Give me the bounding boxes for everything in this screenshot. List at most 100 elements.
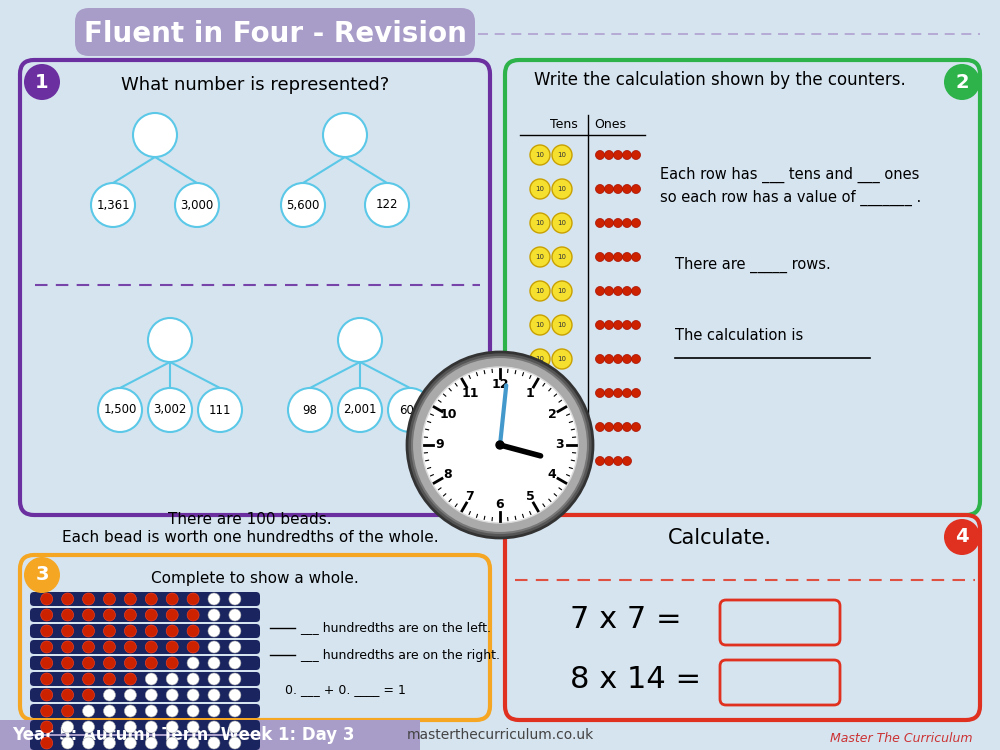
Text: 98: 98 <box>303 404 317 416</box>
Circle shape <box>632 320 640 329</box>
Text: 10: 10 <box>558 254 566 260</box>
Circle shape <box>622 422 632 431</box>
Circle shape <box>145 737 157 749</box>
Circle shape <box>412 357 588 533</box>
Circle shape <box>530 349 550 369</box>
Circle shape <box>604 388 614 398</box>
Circle shape <box>62 593 74 605</box>
Circle shape <box>944 519 980 555</box>
Circle shape <box>145 593 157 605</box>
Text: 10: 10 <box>558 288 566 294</box>
FancyBboxPatch shape <box>20 60 490 515</box>
Circle shape <box>62 657 74 669</box>
Circle shape <box>187 657 199 669</box>
Text: Each row has ___ tens and ___ ones: Each row has ___ tens and ___ ones <box>660 167 919 183</box>
Circle shape <box>175 183 219 227</box>
Text: 10: 10 <box>558 220 566 226</box>
Text: The calculation is: The calculation is <box>675 328 803 343</box>
Text: 3,002: 3,002 <box>153 404 187 416</box>
Text: 5,600: 5,600 <box>286 199 320 211</box>
Circle shape <box>614 388 622 398</box>
Circle shape <box>166 593 178 605</box>
Circle shape <box>145 609 157 621</box>
Circle shape <box>622 218 632 227</box>
Circle shape <box>614 184 622 194</box>
Circle shape <box>166 641 178 653</box>
Circle shape <box>288 388 332 432</box>
FancyBboxPatch shape <box>720 600 840 645</box>
Circle shape <box>124 721 136 733</box>
Circle shape <box>148 318 192 362</box>
FancyBboxPatch shape <box>30 704 260 718</box>
Circle shape <box>604 151 614 160</box>
Circle shape <box>166 609 178 621</box>
Circle shape <box>83 689 95 701</box>
Circle shape <box>103 737 115 749</box>
Circle shape <box>103 657 115 669</box>
Circle shape <box>103 641 115 653</box>
Circle shape <box>229 673 241 685</box>
Circle shape <box>552 145 572 165</box>
Circle shape <box>229 705 241 717</box>
FancyBboxPatch shape <box>30 688 260 702</box>
Circle shape <box>41 625 53 637</box>
Text: 3: 3 <box>556 439 564 452</box>
Circle shape <box>98 388 142 432</box>
Circle shape <box>83 721 95 733</box>
Circle shape <box>166 737 178 749</box>
Circle shape <box>622 388 632 398</box>
Circle shape <box>83 657 95 669</box>
Circle shape <box>187 721 199 733</box>
Circle shape <box>124 593 136 605</box>
Text: 10: 10 <box>536 322 544 328</box>
Circle shape <box>145 705 157 717</box>
Circle shape <box>62 705 74 717</box>
Text: 122: 122 <box>376 199 398 211</box>
Circle shape <box>41 609 53 621</box>
Text: 111: 111 <box>209 404 231 416</box>
Circle shape <box>596 355 604 364</box>
Text: 12: 12 <box>491 379 509 392</box>
Circle shape <box>530 281 550 301</box>
Circle shape <box>187 689 199 701</box>
Circle shape <box>41 721 53 733</box>
Circle shape <box>208 609 220 621</box>
Circle shape <box>552 383 572 403</box>
Circle shape <box>422 367 578 523</box>
Circle shape <box>614 286 622 296</box>
Text: ___ hundredths are on the right.: ___ hundredths are on the right. <box>300 649 500 662</box>
Circle shape <box>604 320 614 329</box>
Circle shape <box>229 641 241 653</box>
Circle shape <box>124 609 136 621</box>
Text: 6: 6 <box>496 499 504 512</box>
Text: 1: 1 <box>35 73 49 92</box>
Text: 10: 10 <box>536 424 544 430</box>
Circle shape <box>622 253 632 262</box>
Circle shape <box>604 286 614 296</box>
Text: What number is represented?: What number is represented? <box>121 76 389 94</box>
Circle shape <box>91 183 135 227</box>
Circle shape <box>208 721 220 733</box>
Text: 2: 2 <box>548 409 556 422</box>
Circle shape <box>103 721 115 733</box>
Circle shape <box>530 247 550 267</box>
Circle shape <box>208 641 220 653</box>
Circle shape <box>632 388 640 398</box>
Circle shape <box>614 355 622 364</box>
Circle shape <box>622 151 632 160</box>
Circle shape <box>41 593 53 605</box>
Circle shape <box>338 388 382 432</box>
Circle shape <box>166 721 178 733</box>
Text: 10: 10 <box>536 288 544 294</box>
Circle shape <box>622 457 632 466</box>
Circle shape <box>187 593 199 605</box>
Text: 7 x 7 =: 7 x 7 = <box>570 605 682 634</box>
Circle shape <box>187 625 199 637</box>
Circle shape <box>103 593 115 605</box>
Circle shape <box>604 218 614 227</box>
Circle shape <box>388 388 432 432</box>
FancyBboxPatch shape <box>30 624 260 638</box>
Text: 7: 7 <box>466 490 474 503</box>
Circle shape <box>614 218 622 227</box>
Circle shape <box>103 625 115 637</box>
